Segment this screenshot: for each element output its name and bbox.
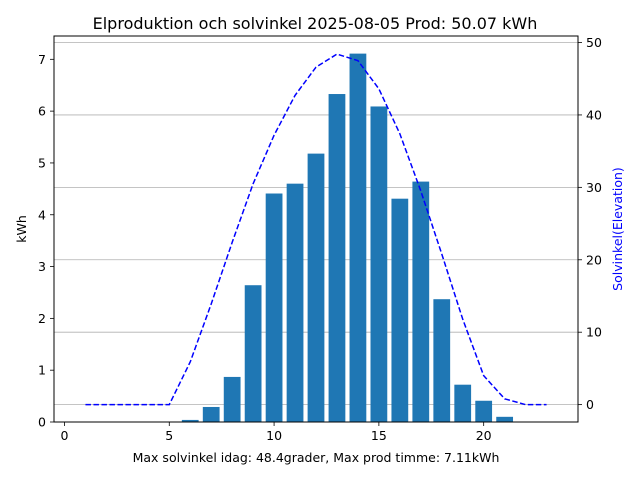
bar: [328, 94, 346, 422]
bar: [412, 181, 430, 422]
bar: [265, 193, 283, 422]
chart-title: Elproduktion och solvinkel 2025-08-05 Pr…: [93, 14, 538, 33]
y-axis-label: kWh: [14, 215, 29, 243]
bar: [454, 384, 472, 422]
y-axis-right: 0 10 20 30 40 50: [578, 35, 602, 412]
y2-tick-label: 50: [586, 35, 602, 50]
plot-frame: [53, 35, 579, 423]
y2-axis-label: Solvinkel(Elevation): [610, 167, 625, 291]
y2-tick-label: 0: [586, 397, 594, 412]
x-tick-label: 10: [266, 428, 282, 443]
bar: [391, 198, 409, 422]
bar: [349, 53, 367, 422]
y-tick-label: 5: [38, 155, 46, 170]
bar: [475, 400, 493, 422]
bar: [496, 416, 514, 422]
y2-tick-label: 10: [586, 325, 602, 340]
bar: [307, 153, 325, 423]
y2-tick-label: 20: [586, 252, 602, 267]
bar: [370, 106, 388, 423]
x-axis-label: Max solvinkel idag: 48.4grader, Max prod…: [133, 450, 500, 465]
y-tick-label: 6: [38, 104, 46, 119]
x-axis: 0 5 10 15 20: [61, 422, 492, 443]
y-tick-label: 1: [38, 363, 46, 378]
x-tick-label: 0: [61, 428, 69, 443]
x-tick-label: 5: [165, 428, 173, 443]
x-tick-label: 15: [371, 428, 387, 443]
bar: [223, 376, 241, 422]
bar: [202, 406, 220, 422]
bar: [181, 419, 199, 422]
y-tick-label: 4: [38, 207, 46, 222]
y-tick-label: 2: [38, 311, 46, 326]
y-axis-left: 0 1 2 3 4 5 6 7: [38, 52, 54, 430]
elevation-line: [85, 53, 547, 406]
y-tick-label: 0: [38, 415, 46, 430]
elevation-line-layer: [85, 53, 547, 406]
y2-tick-label: 40: [586, 107, 602, 122]
bar: [433, 299, 451, 422]
bar: [244, 285, 262, 422]
y-tick-label: 7: [38, 52, 46, 67]
bars: [181, 53, 514, 423]
x-tick-label: 20: [476, 428, 492, 443]
y-tick-label: 3: [38, 259, 46, 274]
y2-tick-label: 30: [586, 180, 602, 195]
bar: [286, 183, 304, 422]
